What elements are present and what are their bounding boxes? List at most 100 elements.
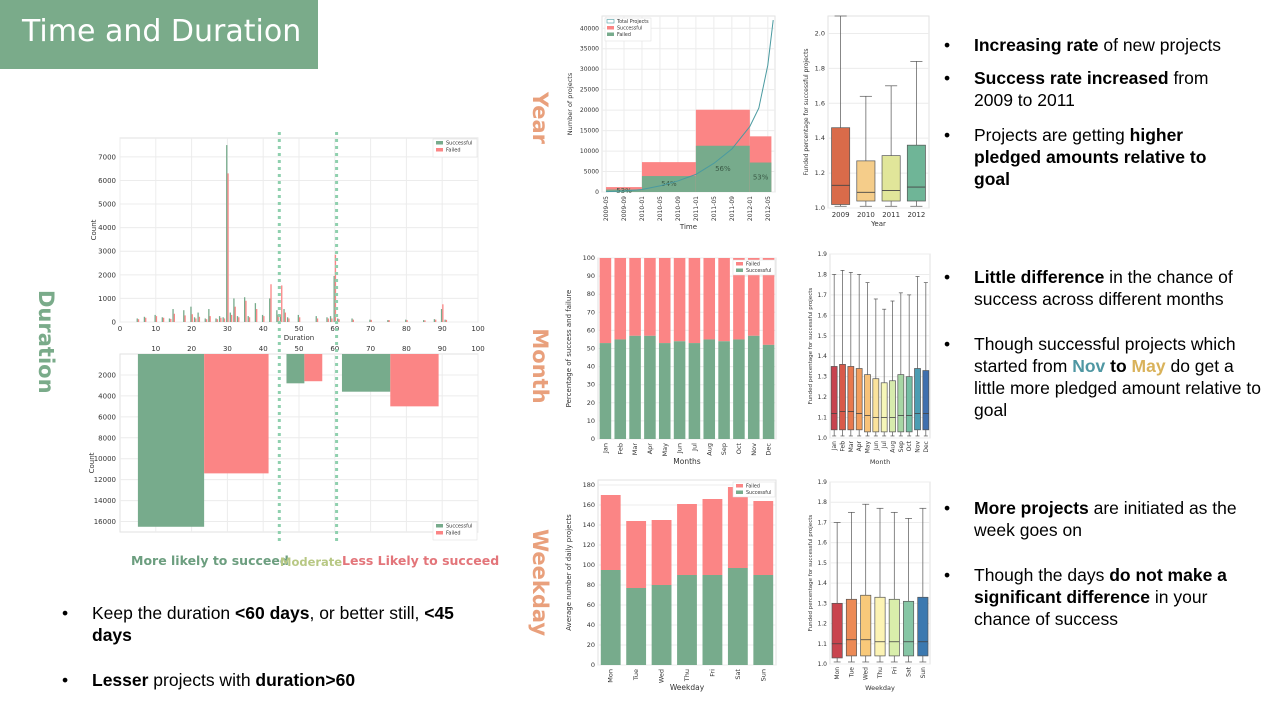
month-box-xtick-label: Jan <box>831 441 838 451</box>
duration-hist-bar-failed <box>173 313 175 322</box>
zone-moderate-label: Moderate <box>280 555 343 569</box>
month-box-box <box>905 376 913 433</box>
weekday-box-box <box>874 596 886 657</box>
month-box-xtick-label: Jul <box>881 441 888 450</box>
duration-hist-bar-failed <box>299 317 301 322</box>
duration-section-label: Duration <box>34 290 58 394</box>
weekday-box-box <box>860 594 872 657</box>
duration-binned-bar-successful <box>137 354 205 527</box>
duration-hist-bar-failed <box>238 317 240 322</box>
month-stacked-chart: 0 10 20 30 40 50 60 70 80 90 100 Jan Feb Mar Apr May Jun… <box>565 254 777 466</box>
duration-hist-bar-failed <box>145 317 147 322</box>
duration-hist-bar-failed <box>424 320 426 322</box>
duration-binned-bar-failed <box>304 354 323 382</box>
duration-binned-legend-swatch <box>436 531 443 535</box>
year-hist-xtick-label: 2009-09 <box>621 196 628 221</box>
year-box-xtick-label: 2011 <box>882 211 900 219</box>
month-stack-ytick-label: 50 <box>587 345 595 353</box>
year-hist-xtick-label: 2012-01 <box>747 196 754 221</box>
weekday-stack-bar-failed <box>753 501 774 575</box>
month-stack-bar-successful <box>688 343 701 439</box>
year-bullet-text-run: higher pledged amounts relative to goal <box>974 125 1207 189</box>
duration-hist-xtick-label: 20 <box>187 325 196 333</box>
month-stack-bar-successful <box>747 335 760 439</box>
weekday-stack-xtick-label: Sat <box>734 669 742 680</box>
year-boxplot-chart: 1.0 1.2 1.4 1.6 1.8 2.0 2009 2010 2011 2012 Year Fu… <box>803 15 930 228</box>
month-box-box <box>897 374 905 433</box>
year-bullet-text-run: from 2009 to 2011 <box>974 68 1209 110</box>
month-stack-xtick-label: Aug <box>705 443 713 456</box>
duration-hist-bar-successful <box>276 310 278 322</box>
month-box-ylabel: Funded percentage for successful project… <box>808 288 814 405</box>
weekday-stack-bar-successful <box>626 588 647 665</box>
year-hist-bar-successful <box>641 176 696 192</box>
year-bullet-text-run: Projects are getting <box>974 125 1130 145</box>
year-hist-xtick-label: 2010-05 <box>657 196 664 221</box>
duration-hist-xlabel: Duration <box>284 334 314 342</box>
weekday-stack-ytick-label: 60 <box>587 601 595 609</box>
weekday-stack-bar-failed <box>600 495 621 570</box>
weekday-stack-ytick-label: 100 <box>583 561 595 569</box>
weekday-section-label: Weekday <box>528 529 552 637</box>
weekday-bullet-text-run: Though the days <box>974 565 1110 585</box>
duration-binned-legend-label: Failed <box>446 531 461 537</box>
year-box-box <box>906 144 926 202</box>
year-box-xtick-label: 2012 <box>907 211 925 219</box>
month-bullet-text-run: Though successful projects which started… <box>974 334 1236 376</box>
month-stack-legend-label: Failed <box>746 262 760 268</box>
month-stack-bar-failed <box>688 258 701 344</box>
month-stack-xtick-label: May <box>661 443 669 457</box>
year-hist-legend-label: Successful <box>617 25 642 31</box>
duration-hist-bar-successful <box>261 314 264 322</box>
month-box-xtick-label: Feb <box>840 441 847 452</box>
weekday-stack-bar-successful <box>753 575 774 665</box>
year-hist-xtick-label: 2010-09 <box>675 196 682 221</box>
month-stack-bar-successful <box>673 341 686 439</box>
year-hist-xtick-label: 2009-05 <box>603 196 610 221</box>
duration-hist-bar-failed <box>316 318 319 322</box>
month-bullet-text-run: do get a little more pledged amount rela… <box>974 356 1261 420</box>
duration-hist-legend-label: Failed <box>446 148 461 154</box>
duration-bullet-text-run: duration>60 <box>255 670 356 690</box>
duration-hist-bar-failed <box>220 317 222 322</box>
duration-hist-ytick-label: 2000 <box>98 271 116 279</box>
weekday-box-box <box>888 598 900 657</box>
month-stack-ylabel: Percentage of success and failure <box>565 290 573 408</box>
duration-bullet-text-run: Keep the duration <box>92 603 236 623</box>
duration-hist-bar-failed <box>162 317 165 322</box>
weekday-boxplot-chart: 1.0 1.1 1.2 1.3 1.4 1.5 1.6 1.7 1.8 1.9 Mon Tue Wed T… <box>808 479 931 692</box>
year-box-ytick-label: 1.4 <box>815 134 825 142</box>
year-hist-ytick-label: 15000 <box>580 128 599 135</box>
weekday-bullet-text-run: are initiated as the week goes on <box>974 498 1237 540</box>
duration-bullet-text: Lesser projects with duration>60 <box>92 669 492 691</box>
duration-binned-ytick-label: 6000 <box>98 413 116 421</box>
duration-bullet-marker: • <box>62 670 69 690</box>
duration-binned-ytick-label: 8000 <box>98 434 116 442</box>
duration-hist-bar-successful <box>329 316 332 322</box>
duration-hist-ytick-label: 1000 <box>98 295 116 303</box>
weekday-stack-xtick-label: Wed <box>658 669 666 683</box>
weekday-bullet-text-run: More projects <box>974 498 1089 518</box>
weekday-bullet-text: More projects are initiated as the week … <box>974 497 1254 541</box>
month-box-xtick-label: Oct <box>906 440 913 451</box>
weekday-box-ytick-label: 1.5 <box>817 560 827 567</box>
duration-hist-bar-failed <box>352 319 354 322</box>
month-stack-ytick-label: 70 <box>587 308 595 316</box>
duration-binned-chart: 2000 4000 6000 8000 10000 12000 14000 16000 10 20… <box>88 345 485 541</box>
month-stack-bar-failed <box>599 258 612 344</box>
duration-hist-ytick-label: 5000 <box>98 201 116 209</box>
month-box-box <box>922 370 930 431</box>
duration-hist-bar-successful <box>283 309 285 322</box>
duration-hist-ytick-label: 3000 <box>98 248 116 256</box>
year-hist-ytick-label: 20000 <box>580 107 599 114</box>
weekday-stack-bar-failed <box>626 521 647 588</box>
month-box-ytick-label: 1.5 <box>817 333 827 340</box>
duration-hist-bar-failed <box>170 318 172 322</box>
month-box-xtick-label: Dec <box>923 441 930 453</box>
month-stack-bar-failed <box>673 258 686 342</box>
duration-binned-ytick-label: 2000 <box>98 371 116 379</box>
duration-bullet-text: Keep the duration <60 days, or better st… <box>92 602 492 646</box>
month-bullet-text-run: to <box>1105 356 1132 376</box>
year-bullet-text-run: of new projects <box>1098 35 1222 55</box>
weekday-box-ytick-label: 1.4 <box>817 580 827 587</box>
